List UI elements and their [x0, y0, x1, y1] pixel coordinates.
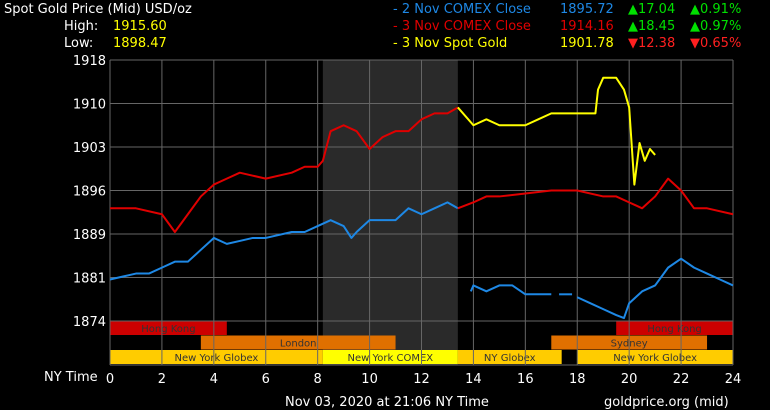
series-line-segment: [576, 257, 734, 320]
legend-change: ▼12.38: [628, 36, 676, 51]
chart-title: Spot Gold Price (Mid) USD/oz: [4, 2, 192, 17]
session-bar: [200, 335, 396, 350]
series-3-nov-spot-gold: [457, 76, 656, 186]
x-tick-label: 12: [413, 372, 430, 387]
x-tick-label: 8: [314, 372, 322, 387]
x-tick-label: 10: [361, 372, 378, 387]
y-tick-label: 1910: [73, 98, 106, 113]
series-line-segment: [469, 284, 552, 296]
y-tick-label: 1896: [73, 185, 106, 200]
timestamp: Nov 03, 2020 at 21:06 NY Time: [285, 395, 489, 410]
legend-change: ▲17.04: [628, 2, 676, 17]
legend-label: - 2 Nov COMEX Close: [393, 2, 531, 17]
series-line-segment: [110, 106, 459, 234]
session-label: NY Globex: [484, 353, 536, 364]
series-line-segment: [457, 76, 656, 186]
y-tick-label: 1918: [73, 54, 106, 69]
session-label: London: [280, 339, 317, 350]
high-label: High:: [64, 19, 99, 34]
legend-percent: ▲0.91%: [690, 2, 742, 17]
session-label: New York Globex: [174, 353, 258, 364]
high-value: 1915.60: [113, 19, 167, 34]
legend-label: - 3 Nov Spot Gold: [393, 36, 508, 51]
session-label: Hong Kong: [647, 324, 701, 335]
x-tick-label: 20: [621, 372, 638, 387]
session-bar: [110, 321, 227, 335]
x-tick-label: 24: [725, 372, 742, 387]
session-bar: [322, 350, 458, 364]
low-value: 1898.47: [113, 36, 167, 51]
series-line-segment: [109, 201, 459, 281]
y-tick-label: 1874: [73, 315, 106, 330]
x-tick-label: 4: [210, 372, 218, 387]
x-tick-label: 0: [106, 372, 114, 387]
series-line-segment: [457, 177, 734, 216]
session-bar: [616, 321, 733, 335]
session-bar: [457, 350, 562, 364]
legend-label: - 3 Nov COMEX Close: [393, 19, 531, 34]
legend-percent: ▲0.97%: [690, 19, 742, 34]
series-2-nov-comex-close: [109, 201, 734, 320]
x-tick-label: 16: [517, 372, 534, 387]
session-label: New York COMEX: [348, 353, 434, 364]
session-label: Hong Kong: [141, 324, 195, 335]
legend-price: 1895.72: [560, 2, 614, 17]
session-label: New York Globex: [613, 353, 697, 364]
x-tick-label: 2: [158, 372, 166, 387]
y-tick-label: 1889: [73, 228, 106, 243]
session-bar: [110, 350, 323, 364]
comex-hours-shade: [322, 60, 458, 365]
x-axis-label: NY Time: [44, 370, 98, 385]
y-tick-label: 1903: [73, 141, 106, 156]
x-tick-label: 22: [673, 372, 690, 387]
legend-percent: ▼0.65%: [690, 36, 742, 51]
legend-change: ▲18.45: [628, 19, 676, 34]
x-tick-label: 18: [569, 372, 586, 387]
low-label: Low:: [64, 36, 94, 51]
legend-price: 1901.78: [560, 36, 614, 51]
session-bar: [577, 350, 733, 364]
source-link[interactable]: goldprice.org (mid): [604, 395, 729, 410]
y-tick-label: 1881: [73, 272, 106, 287]
x-tick-label: 14: [465, 372, 482, 387]
series-3-nov-comex-close: [110, 106, 734, 234]
legend-price: 1914.16: [560, 19, 614, 34]
x-tick-label: 6: [262, 372, 270, 387]
